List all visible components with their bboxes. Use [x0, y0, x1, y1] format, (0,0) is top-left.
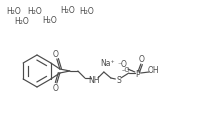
Text: –O–: –O– — [122, 66, 134, 72]
Text: H₂O: H₂O — [28, 6, 42, 15]
Text: H₂O: H₂O — [15, 16, 29, 25]
Text: OH: OH — [148, 66, 160, 75]
Text: Na⁺: Na⁺ — [101, 58, 115, 67]
Text: ⁻O: ⁻O — [118, 60, 128, 69]
Text: O: O — [53, 84, 59, 93]
Text: H₂O: H₂O — [43, 15, 57, 24]
Text: H₂O: H₂O — [7, 6, 21, 15]
Text: H₂O: H₂O — [80, 6, 94, 15]
Text: O: O — [139, 55, 145, 64]
Text: NH: NH — [88, 76, 100, 85]
Text: H₂O: H₂O — [61, 5, 75, 14]
Text: P: P — [135, 70, 140, 79]
Text: S: S — [116, 76, 121, 85]
Text: O: O — [53, 50, 59, 59]
